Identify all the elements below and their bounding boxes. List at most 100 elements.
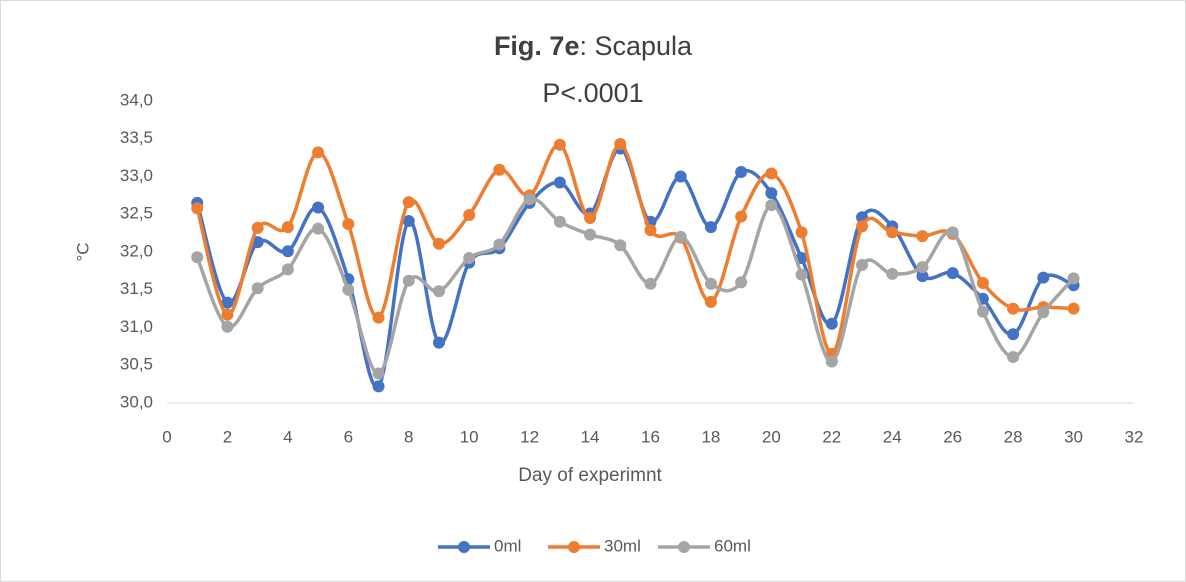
data-point [916, 230, 929, 243]
data-point [735, 276, 748, 289]
data-point [312, 201, 325, 214]
data-point [372, 367, 385, 380]
y-tick-label: 33,0 [120, 166, 153, 185]
data-point [916, 261, 929, 274]
data-point [704, 221, 717, 234]
data-point [523, 193, 536, 206]
legend-label: 30ml [604, 536, 641, 555]
data-point [402, 215, 415, 228]
legend-marker [458, 541, 470, 553]
x-tick-label: 10 [460, 427, 479, 446]
x-tick-label: 8 [404, 427, 413, 446]
data-point [795, 268, 808, 281]
data-point [614, 138, 627, 151]
data-point [946, 226, 959, 239]
data-point [372, 311, 385, 324]
x-tick-label: 32 [1125, 427, 1144, 446]
title-part: Fig. 7e [494, 31, 580, 61]
data-point [372, 380, 385, 393]
data-point [825, 355, 838, 368]
data-point [976, 305, 989, 318]
data-point [1067, 272, 1080, 285]
data-point [251, 221, 264, 234]
x-tick-label: 30 [1064, 427, 1083, 446]
data-point [312, 222, 325, 235]
data-point [886, 267, 899, 280]
data-point [795, 226, 808, 239]
data-point [463, 209, 476, 222]
data-point [614, 239, 627, 252]
data-point [1037, 306, 1050, 319]
data-point [765, 167, 778, 180]
data-point [765, 187, 778, 200]
x-tick-label: 24 [883, 427, 902, 446]
data-point [584, 228, 597, 241]
data-point [493, 163, 506, 176]
data-point [432, 237, 445, 250]
data-point [946, 267, 959, 280]
data-point [1007, 328, 1020, 341]
data-point [886, 226, 899, 239]
data-point [191, 251, 204, 264]
data-point [856, 220, 869, 233]
legend-label: 0ml [494, 536, 521, 555]
data-point [825, 317, 838, 330]
data-point [584, 212, 597, 225]
data-point [553, 176, 566, 189]
y-axis-label: °C [73, 242, 92, 261]
data-point [432, 336, 445, 349]
data-point [916, 270, 929, 283]
data-point [251, 282, 264, 295]
x-tick-label: 28 [1004, 427, 1023, 446]
data-point [1007, 350, 1020, 363]
data-point [432, 285, 445, 298]
x-tick-label: 12 [520, 427, 539, 446]
data-point [463, 252, 476, 265]
legend-marker [568, 541, 580, 553]
data-point [735, 210, 748, 223]
x-tick-label: 0 [162, 427, 171, 446]
x-tick-label: 2 [223, 427, 232, 446]
x-tick-label: 16 [641, 427, 660, 446]
data-point [553, 138, 566, 151]
data-point [281, 263, 294, 276]
title-part: : Scapula [579, 31, 693, 61]
data-point [856, 258, 869, 271]
data-point [342, 218, 355, 231]
data-point [1067, 302, 1080, 315]
data-point [674, 230, 687, 243]
x-tick-label: 18 [701, 427, 720, 446]
data-point [765, 199, 778, 212]
chart-title: Fig. 7e: Scapula [494, 31, 693, 61]
data-point [402, 274, 415, 287]
y-tick-label: 32,5 [120, 204, 153, 223]
data-point [493, 238, 506, 251]
x-tick-label: 26 [943, 427, 962, 446]
x-tick-label: 20 [762, 427, 781, 446]
y-tick-label: 30,0 [120, 392, 153, 411]
data-point [1037, 271, 1050, 284]
data-point [644, 224, 657, 237]
data-point [553, 215, 566, 228]
data-point [221, 296, 234, 309]
y-tick-label: 32,0 [120, 241, 153, 260]
y-tick-label: 31,0 [120, 317, 153, 336]
data-point [704, 295, 717, 308]
data-point [704, 277, 717, 290]
y-tick-label: 30,5 [120, 355, 153, 374]
data-point [735, 165, 748, 178]
data-point [281, 245, 294, 258]
data-point [674, 170, 687, 183]
data-point [191, 202, 204, 215]
y-tick-label: 34,0 [120, 90, 153, 109]
data-point [281, 221, 294, 234]
data-point [342, 283, 355, 296]
data-point [221, 320, 234, 333]
legend-label: 60ml [714, 536, 751, 555]
x-tick-label: 14 [581, 427, 600, 446]
data-point [644, 277, 657, 290]
x-tick-label: 6 [344, 427, 353, 446]
legend-marker [678, 541, 690, 553]
